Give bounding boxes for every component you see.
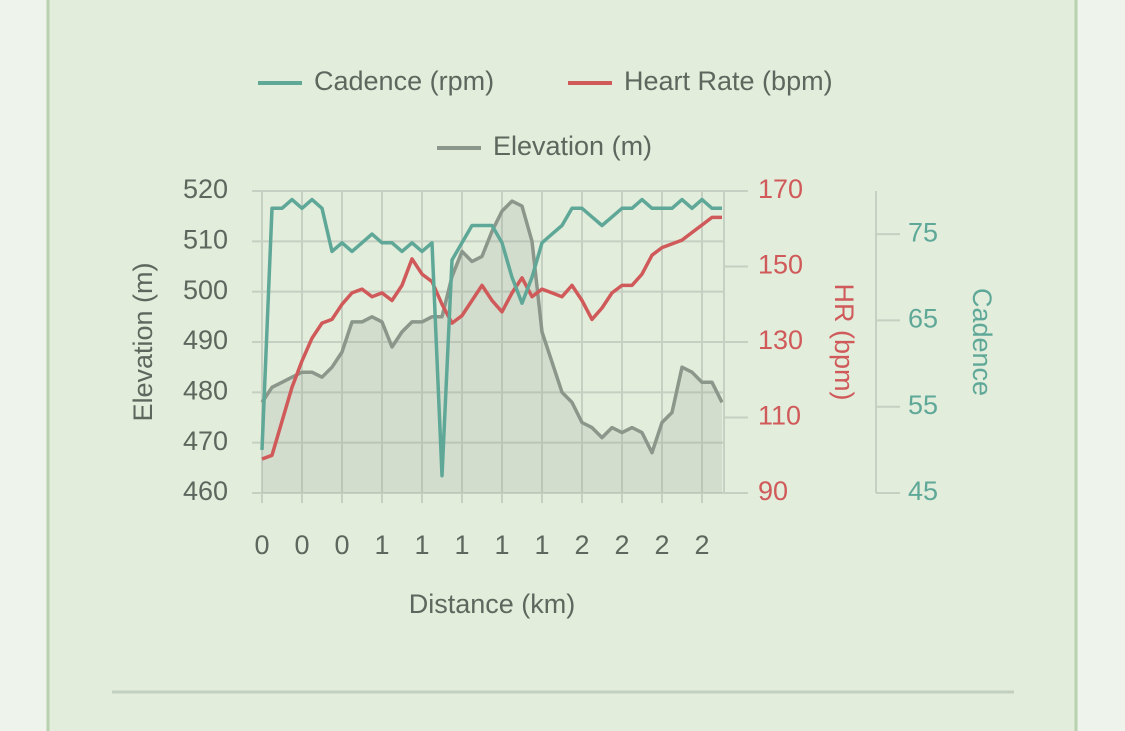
y3-tick-label: 45 — [908, 476, 938, 506]
plot — [260, 197, 724, 493]
line — [261, 215, 722, 461]
x-tick-label: 1 — [534, 530, 549, 560]
legend-label: Heart Rate (bpm) — [624, 66, 833, 96]
x-axis-title: Distance (km) — [409, 589, 576, 619]
y2-axis-title: HR (bpm) — [829, 283, 859, 400]
line — [260, 199, 724, 455]
axes: 0 0 0 1 1 1 1 1 2 2 2 24604704804905005105209011013… — [183, 174, 938, 560]
y-tick-label: 510 — [183, 224, 228, 254]
x-tick-label: 0 — [294, 530, 309, 560]
y3-tick-label: 55 — [908, 390, 938, 420]
x-tick-label: 0 — [334, 530, 349, 560]
y-axis-title: Elevation (m) — [128, 262, 158, 421]
x-tick-label: 2 — [614, 530, 629, 560]
x-tick-label: 2 — [694, 530, 709, 560]
y-tick-label: 470 — [183, 426, 228, 456]
y3-axis-title: Cadence — [967, 288, 997, 396]
legend-label: Elevation (m) — [493, 131, 652, 161]
x-tick-label: 1 — [454, 530, 469, 560]
legend-label: Cadence (rpm) — [314, 66, 494, 96]
y-tick-label: 490 — [183, 325, 228, 355]
y-tick-label: 480 — [183, 375, 228, 405]
x-tick-label: 2 — [574, 530, 589, 560]
x-tick-label: 0 — [254, 530, 269, 560]
panel — [46, 0, 1078, 731]
y2-tick-label: 110 — [758, 401, 801, 431]
y3-tick-label: 65 — [908, 304, 938, 334]
y3-tick-label: 75 — [908, 217, 938, 247]
y2-tick-label: 90 — [758, 476, 788, 506]
y2-tick-label: 130 — [758, 325, 803, 355]
legend: Cadence (rpm) Heart Rate (bpm) Elevation (… — [258, 66, 833, 161]
x-tick-label: 1 — [414, 530, 429, 560]
y2-tick-label: 170 — [758, 174, 803, 204]
x-tick-label: 1 — [494, 530, 509, 560]
x-tick-label: 1 — [374, 530, 389, 560]
line — [260, 197, 722, 478]
y-tick-label: 500 — [183, 275, 228, 305]
x-tick-label: 2 — [654, 530, 669, 560]
area — [262, 201, 722, 493]
y-tick-label: 520 — [183, 174, 228, 204]
y-tick-label: 460 — [183, 476, 228, 506]
y2-tick-label: 150 — [758, 250, 803, 280]
